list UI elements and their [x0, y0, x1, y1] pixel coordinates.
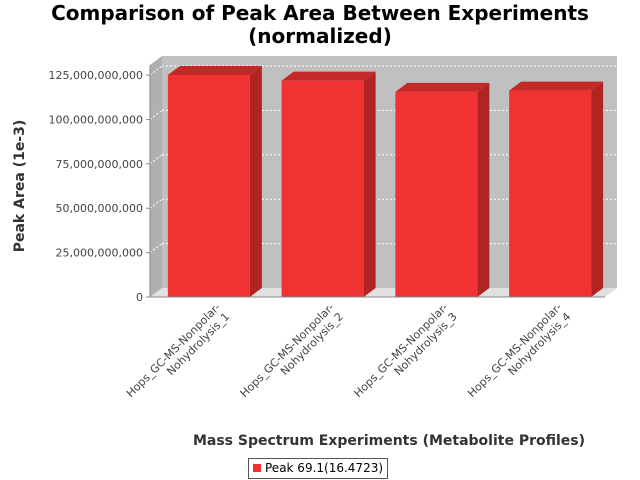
y-axis-label: Peak Area (1e-3) [12, 120, 28, 253]
y-ticks: 0 25,000,000,000 50,000,000,000 75,000,000,… [49, 69, 150, 304]
x-tick-label: Hops_GC-MS-Nonpolar-Nohydrolysis_2 [238, 301, 346, 400]
chart-title-line-1: Comparison of Peak Area Between Experime… [51, 1, 589, 25]
bar [281, 71, 376, 297]
bar-side [477, 82, 490, 297]
y-tick-label: 50,000,000,000 [56, 202, 143, 215]
chart-title: Comparison of Peak Area Between Experime… [0, 2, 640, 48]
x-tick-label: Hops_GC-MS-Nonpolar-Nohydrolysis_1 [124, 301, 232, 400]
y-tick-label: 0 [136, 291, 143, 304]
x-tick-label: Hops_GC-MS-Nonpolar-Nohydrolysis_4 [465, 301, 573, 400]
plot-back-wall [162, 56, 617, 288]
grid-line-diag [149, 198, 163, 209]
x-tick-label-line: Hops_GC-MS-Nonpolar- [465, 301, 564, 400]
bar-front [509, 90, 592, 297]
bar-side [249, 66, 262, 297]
x-tick-label-line: Hops_GC-MS-Nonpolar- [351, 301, 450, 400]
legend-swatch [253, 464, 261, 472]
x-tick-label-line: Hops_GC-MS-Nonpolar- [124, 301, 223, 400]
y-tick-label: 25,000,000,000 [56, 247, 143, 260]
plot-left-wall [150, 56, 162, 297]
x-tick-label-line: Hops_GC-MS-Nonpolar- [238, 301, 337, 400]
bar-front [395, 91, 478, 297]
bar [395, 82, 490, 297]
bar-side [363, 71, 376, 297]
plot-background [150, 56, 617, 297]
grid-line-diag [149, 65, 163, 76]
bar-top [509, 81, 604, 91]
bar-front [167, 75, 250, 297]
grid-line-diag [149, 110, 163, 120]
bars [167, 66, 604, 297]
plot-floor [150, 288, 617, 297]
bar-top [395, 82, 490, 92]
bar-front [281, 80, 364, 297]
chart-title-line-2: (normalized) [248, 24, 392, 48]
y-tick-label: 100,000,000,000 [49, 113, 143, 126]
legend-label: Peak 69.1(16.4723) [265, 461, 384, 475]
y-tick-label: 125,000,000,000 [49, 69, 143, 82]
legend: Peak 69.1(16.4723) [248, 458, 389, 479]
bar [509, 81, 604, 297]
x-axis-label: Mass Spectrum Experiments (Metabolite Pr… [193, 433, 585, 449]
axes [149, 65, 605, 298]
x-tick-label: Hops_GC-MS-Nonpolar-Nohydrolysis_3 [351, 301, 459, 400]
grid-line-diag [149, 154, 163, 165]
y-tick-label: 75,000,000,000 [56, 158, 143, 171]
grid-lines [149, 65, 617, 254]
bar-top [281, 71, 376, 81]
bar [167, 66, 262, 297]
grid-line-diag [149, 243, 163, 254]
x-ticks: Hops_GC-MS-Nonpolar-Nohydrolysis_1 Hops_G… [124, 301, 573, 400]
bar-side [591, 81, 604, 297]
bar-top [167, 66, 262, 75]
